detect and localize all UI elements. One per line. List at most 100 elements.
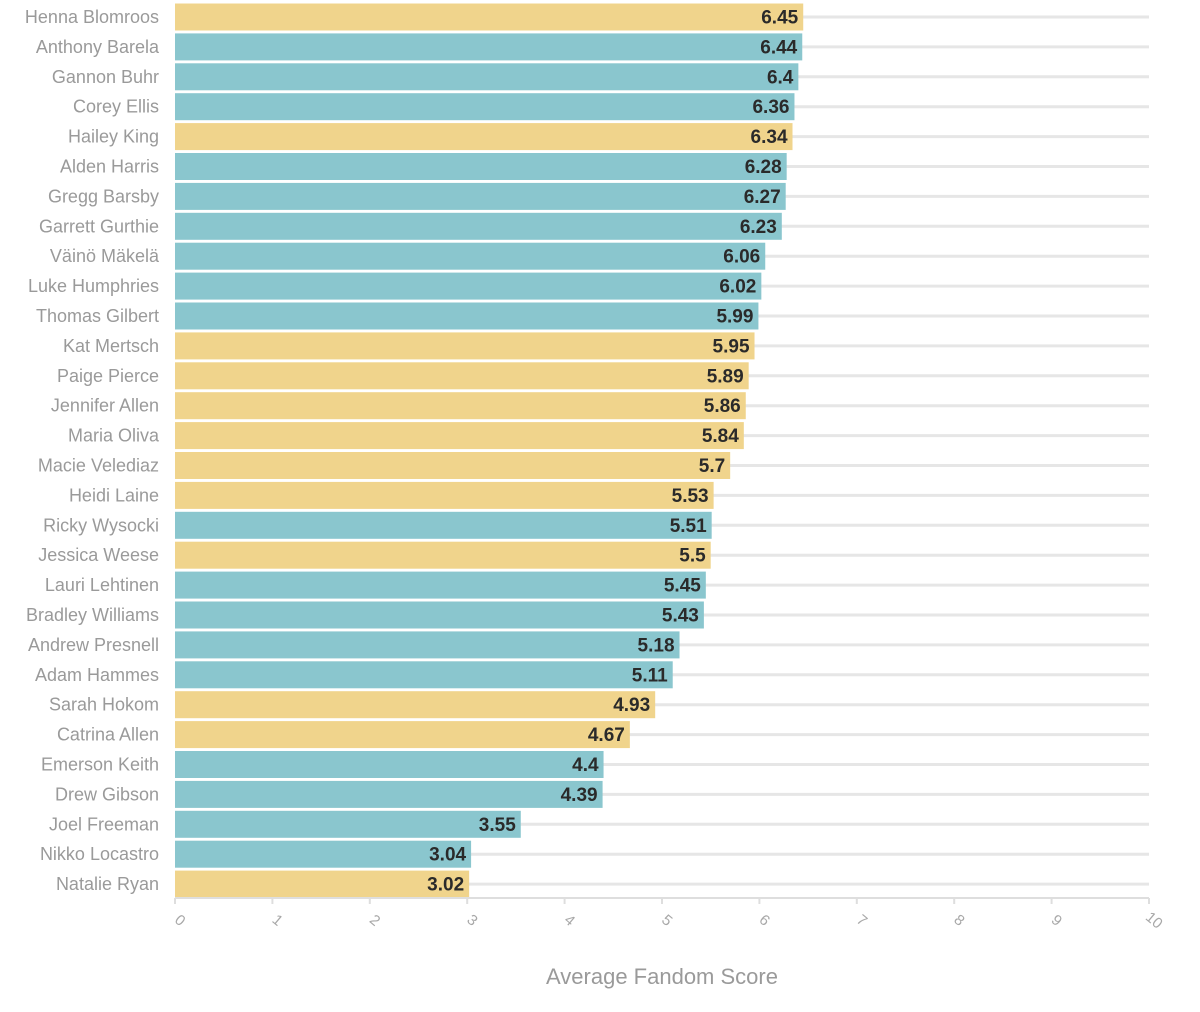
category-label: Gregg Barsby	[48, 186, 159, 206]
x-tick-label: 3	[463, 911, 480, 929]
category-label: Macie Velediaz	[38, 456, 159, 476]
value-label: 4.93	[613, 695, 650, 716]
bar	[175, 272, 762, 300]
value-label: 5.99	[716, 307, 753, 328]
category-label: Adam Hammes	[35, 665, 159, 685]
x-tick-label: 6	[756, 911, 773, 929]
value-label: 6.4	[767, 67, 794, 88]
value-label: 5.7	[699, 456, 725, 477]
x-tick-label: 5	[658, 911, 675, 929]
bar	[175, 511, 712, 539]
category-label: Lauri Lehtinen	[45, 575, 159, 595]
bar	[175, 93, 795, 121]
bars	[175, 3, 804, 898]
value-label: 6.36	[752, 97, 789, 118]
bar	[175, 33, 803, 61]
category-label: Ricky Wysocki	[43, 515, 159, 535]
value-label: 5.86	[704, 396, 741, 417]
category-label: Andrew Presnell	[28, 635, 159, 655]
value-label: 6.27	[744, 187, 781, 208]
value-label: 6.34	[751, 127, 788, 148]
bar	[175, 182, 786, 210]
value-label: 5.51	[670, 516, 707, 537]
category-label: Jennifer Allen	[51, 396, 159, 416]
category-label: Maria Oliva	[68, 426, 160, 446]
category-label: Emerson Keith	[41, 755, 159, 775]
bar	[175, 392, 746, 420]
category-labels: Henna Blomroos Anthony Barela Gannon Buhr C…	[25, 7, 160, 894]
value-label: 4.67	[588, 725, 625, 746]
x-tick-label: 0	[171, 911, 188, 929]
value-label: 5.89	[707, 366, 744, 387]
bar	[175, 840, 472, 868]
bar	[175, 332, 755, 360]
bar	[175, 3, 804, 31]
value-labels: 6.45 6.44 6.4 6.36 6.34 6.28 6.27 6.23 6.06 6.02 5…	[427, 8, 798, 896]
x-tick-label: 1	[269, 911, 286, 929]
value-label: 6.23	[740, 217, 777, 238]
category-label: Heidi Laine	[69, 485, 159, 505]
category-label: Henna Blomroos	[25, 7, 159, 27]
category-label: Bradley Williams	[26, 605, 159, 625]
category-label: Anthony Barela	[36, 37, 160, 57]
value-label: 3.04	[429, 845, 466, 866]
category-label: Drew Gibson	[55, 784, 159, 804]
category-label: Kat Mertsch	[63, 336, 159, 356]
category-label: Väinö Mäkelä	[50, 246, 160, 266]
category-label: Sarah Hokom	[49, 695, 159, 715]
x-tick-label: 9	[1048, 911, 1065, 929]
category-label: Garrett Gurthie	[39, 216, 159, 236]
bar	[175, 452, 731, 479]
bar	[175, 212, 782, 240]
value-label: 3.02	[427, 875, 464, 896]
value-label: 6.02	[719, 277, 756, 298]
category-label: Gannon Buhr	[52, 67, 159, 87]
bar	[175, 661, 673, 689]
x-tick-label: 10	[1142, 909, 1166, 933]
value-label: 6.44	[760, 37, 797, 58]
value-label: 5.43	[662, 606, 699, 627]
category-label: Jessica Weese	[38, 545, 159, 565]
category-label: Nikko Locastro	[40, 844, 159, 864]
value-label: 5.95	[713, 336, 750, 357]
bar	[175, 780, 603, 808]
bar	[175, 721, 630, 749]
category-label: Alden Harris	[60, 157, 159, 177]
bar	[175, 123, 793, 151]
bar	[175, 601, 704, 629]
value-label: 3.55	[479, 815, 516, 836]
bar	[175, 870, 470, 898]
bar	[175, 422, 744, 450]
bar	[175, 242, 766, 270]
bar	[175, 362, 749, 390]
bar	[175, 153, 787, 180]
value-label: 5.5	[679, 546, 706, 567]
bar	[175, 541, 711, 569]
category-label: Luke Humphries	[28, 276, 159, 296]
value-label: 5.18	[638, 635, 675, 656]
x-axis-title: Average Fandom Score	[546, 964, 778, 989]
bar	[175, 481, 714, 509]
x-axis: 0 1 2 3 4 5 6 7 8 9 10	[171, 897, 1166, 933]
value-label: 5.11	[632, 665, 668, 686]
category-label: Hailey King	[68, 127, 159, 147]
bar	[175, 302, 759, 330]
value-label: 6.28	[745, 157, 782, 178]
x-tick-label: 2	[366, 911, 383, 929]
category-label: Natalie Ryan	[56, 874, 159, 894]
x-tick-label: 8	[950, 911, 967, 929]
bar	[175, 631, 680, 659]
value-label: 5.45	[664, 576, 701, 597]
category-label: Catrina Allen	[57, 725, 159, 745]
value-label: 4.4	[572, 755, 599, 776]
value-label: 5.53	[672, 486, 709, 507]
category-label: Thomas Gilbert	[36, 306, 159, 326]
value-label: 6.45	[761, 8, 798, 29]
category-label: Corey Ellis	[73, 97, 159, 117]
category-label: Joel Freeman	[49, 814, 159, 834]
bar	[175, 691, 656, 719]
bar	[175, 810, 521, 838]
value-label: 6.06	[723, 247, 760, 268]
x-tick-label: 7	[853, 911, 870, 929]
